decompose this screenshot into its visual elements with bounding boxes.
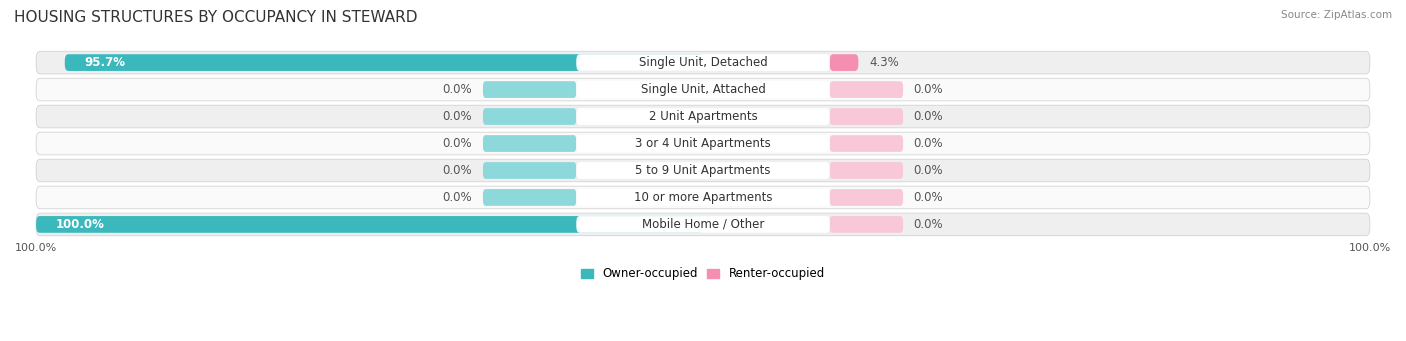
Text: Single Unit, Detached: Single Unit, Detached bbox=[638, 56, 768, 69]
Text: 0.0%: 0.0% bbox=[914, 218, 943, 231]
FancyBboxPatch shape bbox=[830, 81, 903, 98]
Text: 10 or more Apartments: 10 or more Apartments bbox=[634, 191, 772, 204]
FancyBboxPatch shape bbox=[576, 54, 830, 71]
Text: 0.0%: 0.0% bbox=[443, 83, 472, 96]
FancyBboxPatch shape bbox=[830, 108, 903, 125]
Text: 0.0%: 0.0% bbox=[443, 110, 472, 123]
FancyBboxPatch shape bbox=[482, 189, 576, 206]
FancyBboxPatch shape bbox=[830, 135, 903, 152]
Text: HOUSING STRUCTURES BY OCCUPANCY IN STEWARD: HOUSING STRUCTURES BY OCCUPANCY IN STEWA… bbox=[14, 10, 418, 25]
FancyBboxPatch shape bbox=[482, 162, 576, 179]
FancyBboxPatch shape bbox=[830, 189, 903, 206]
FancyBboxPatch shape bbox=[576, 108, 830, 125]
FancyBboxPatch shape bbox=[37, 105, 1369, 128]
Text: 5 to 9 Unit Apartments: 5 to 9 Unit Apartments bbox=[636, 164, 770, 177]
FancyBboxPatch shape bbox=[576, 189, 830, 206]
Text: 100.0%: 100.0% bbox=[56, 218, 105, 231]
FancyBboxPatch shape bbox=[576, 216, 830, 233]
Text: 0.0%: 0.0% bbox=[914, 83, 943, 96]
Text: Source: ZipAtlas.com: Source: ZipAtlas.com bbox=[1281, 10, 1392, 20]
FancyBboxPatch shape bbox=[482, 108, 576, 125]
Text: 4.3%: 4.3% bbox=[869, 56, 898, 69]
Legend: Owner-occupied, Renter-occupied: Owner-occupied, Renter-occupied bbox=[576, 263, 830, 285]
FancyBboxPatch shape bbox=[830, 162, 903, 179]
FancyBboxPatch shape bbox=[37, 186, 1369, 209]
Text: 0.0%: 0.0% bbox=[914, 164, 943, 177]
FancyBboxPatch shape bbox=[482, 135, 576, 152]
FancyBboxPatch shape bbox=[37, 132, 1369, 155]
Text: 0.0%: 0.0% bbox=[914, 137, 943, 150]
Text: 0.0%: 0.0% bbox=[443, 164, 472, 177]
Text: 0.0%: 0.0% bbox=[443, 191, 472, 204]
FancyBboxPatch shape bbox=[37, 213, 1369, 236]
FancyBboxPatch shape bbox=[65, 54, 703, 71]
Text: Single Unit, Attached: Single Unit, Attached bbox=[641, 83, 765, 96]
Text: 0.0%: 0.0% bbox=[914, 191, 943, 204]
FancyBboxPatch shape bbox=[37, 51, 1369, 74]
Text: Mobile Home / Other: Mobile Home / Other bbox=[641, 218, 765, 231]
Text: 3 or 4 Unit Apartments: 3 or 4 Unit Apartments bbox=[636, 137, 770, 150]
Text: 0.0%: 0.0% bbox=[443, 137, 472, 150]
FancyBboxPatch shape bbox=[576, 81, 830, 98]
FancyBboxPatch shape bbox=[482, 81, 576, 98]
Text: 0.0%: 0.0% bbox=[914, 110, 943, 123]
FancyBboxPatch shape bbox=[37, 159, 1369, 182]
Text: 2 Unit Apartments: 2 Unit Apartments bbox=[648, 110, 758, 123]
FancyBboxPatch shape bbox=[576, 162, 830, 179]
FancyBboxPatch shape bbox=[37, 216, 703, 233]
FancyBboxPatch shape bbox=[830, 54, 859, 71]
FancyBboxPatch shape bbox=[37, 78, 1369, 101]
FancyBboxPatch shape bbox=[830, 216, 903, 233]
FancyBboxPatch shape bbox=[576, 135, 830, 152]
Text: 95.7%: 95.7% bbox=[84, 56, 125, 69]
